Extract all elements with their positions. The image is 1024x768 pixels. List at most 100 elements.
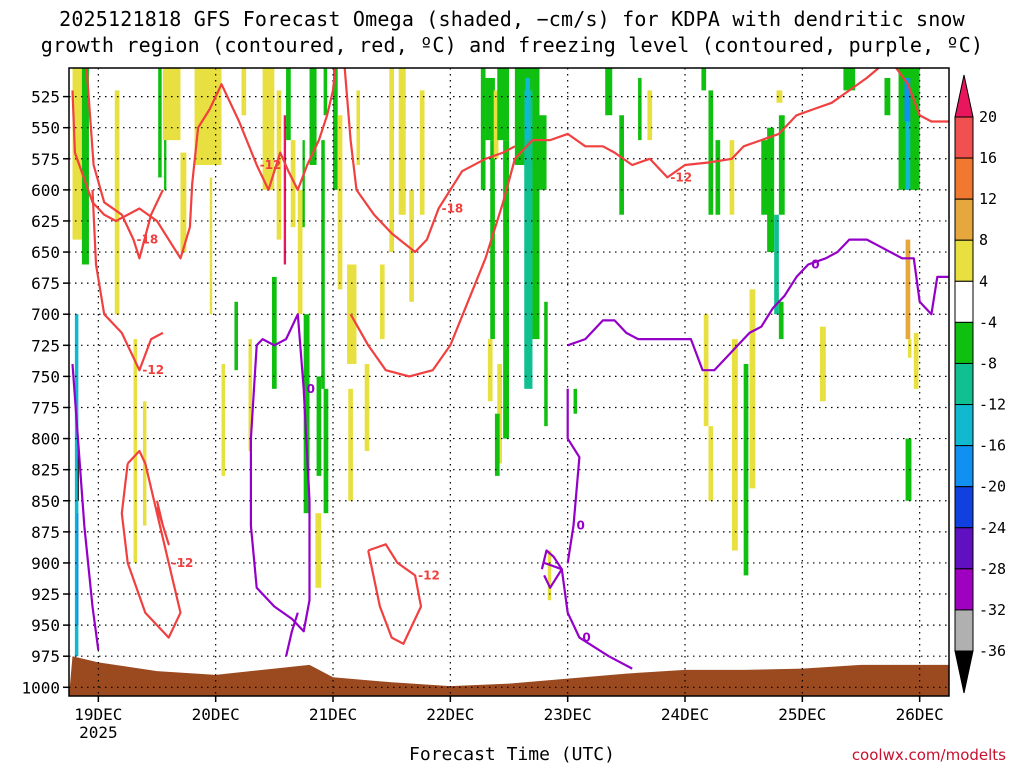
colorbar-label: -4 bbox=[979, 313, 997, 331]
x-tick-label: 20DEC bbox=[192, 705, 240, 724]
colorbar-cell bbox=[954, 527, 974, 570]
y-tick-label: 650 bbox=[31, 243, 60, 262]
colorbar-top-arrow bbox=[954, 74, 974, 118]
x-tick-year: 2025 bbox=[79, 723, 118, 742]
colorbar-label: -16 bbox=[979, 437, 1006, 455]
omega-cell bbox=[81, 68, 89, 265]
omega-cell bbox=[905, 121, 911, 190]
x-tick-label: 26DEC bbox=[896, 705, 944, 724]
omega-cell bbox=[162, 68, 181, 141]
colorbar-label: 4 bbox=[979, 272, 988, 290]
omega-cell bbox=[76, 513, 79, 626]
omega-cell bbox=[209, 177, 213, 315]
omega-cell bbox=[905, 239, 911, 340]
omega-cell bbox=[729, 140, 735, 215]
omega-cell bbox=[884, 77, 891, 116]
y-tick-label: 550 bbox=[31, 119, 60, 138]
colorbar-cell bbox=[954, 486, 974, 529]
omega-cell bbox=[321, 140, 325, 389]
y-tick-label: 925 bbox=[31, 585, 60, 604]
freezing-contour-layer: 0 0 0 0 bbox=[71, 238, 949, 670]
omega-cell bbox=[72, 68, 82, 240]
colorbar-label: -8 bbox=[979, 354, 997, 372]
omega-cell bbox=[778, 115, 785, 215]
omega-cell bbox=[180, 152, 187, 253]
dgz-contour-label: -12 bbox=[418, 568, 440, 582]
chart-title-line1: 2025121818 GFS Forecast Omega (shaded, −… bbox=[59, 7, 965, 31]
colorbar-label: 8 bbox=[979, 231, 988, 249]
omega-cell bbox=[303, 314, 310, 514]
plot-frame bbox=[68, 67, 950, 697]
omega-cell bbox=[286, 68, 291, 141]
colorbar-cell bbox=[954, 280, 974, 323]
dgz-contour bbox=[155, 500, 170, 546]
omega-cell bbox=[524, 90, 533, 389]
omega-cell bbox=[743, 363, 749, 576]
omega-cell bbox=[638, 77, 642, 141]
colorbar-cell bbox=[954, 198, 974, 241]
omega-cell bbox=[302, 140, 305, 228]
omega-cell bbox=[133, 339, 138, 563]
omega-cell bbox=[749, 289, 756, 489]
colorbar-cell bbox=[954, 404, 974, 447]
colorbar-label: -24 bbox=[979, 519, 1006, 537]
omega-cell bbox=[487, 339, 493, 402]
x-tick-label: 22DEC bbox=[426, 705, 474, 724]
x-axis-title: Forecast Time (UTC) bbox=[409, 744, 615, 765]
omega-cell bbox=[290, 140, 296, 228]
omega-cell bbox=[283, 115, 287, 265]
credit-link[interactable]: coolwx.com/modelts bbox=[851, 746, 1006, 764]
omega-cell bbox=[158, 68, 162, 178]
omega-cell bbox=[701, 68, 707, 91]
y-tick-label: 900 bbox=[31, 554, 60, 573]
y-tick-label: 725 bbox=[31, 336, 60, 355]
omega-cell bbox=[337, 115, 343, 290]
omega-cell bbox=[323, 388, 329, 514]
omega-cell bbox=[323, 68, 328, 116]
colorbar-cell bbox=[954, 568, 974, 611]
freezing-contour-label: 0 bbox=[582, 631, 590, 645]
omega-cell bbox=[532, 68, 540, 340]
omega-cell bbox=[419, 90, 425, 215]
omega-cell bbox=[379, 264, 385, 340]
x-tick-label: 24DEC bbox=[661, 705, 709, 724]
omega-cell bbox=[164, 115, 167, 190]
colorbar-cell bbox=[954, 239, 974, 282]
omega-cell bbox=[389, 68, 395, 253]
omega-cell bbox=[573, 388, 578, 414]
freezing-contour bbox=[543, 561, 633, 670]
dgz-contour-label: -12 bbox=[670, 170, 692, 184]
y-tick-label: 875 bbox=[31, 523, 60, 542]
chart-title-line2: growth region (contoured, red, ºC) and f… bbox=[40, 33, 984, 57]
dgz-contour-label: -12 bbox=[172, 556, 194, 570]
y-tick-label: 675 bbox=[31, 274, 60, 293]
omega-cell bbox=[708, 90, 714, 215]
omega-cell bbox=[241, 68, 247, 116]
freezing-contour bbox=[71, 363, 100, 651]
y-tick-label: 700 bbox=[31, 305, 60, 324]
omega-cell bbox=[503, 140, 509, 439]
dgz-contour bbox=[85, 67, 164, 260]
omega-cell bbox=[776, 90, 783, 103]
freezing-contour bbox=[540, 549, 563, 589]
omega-cell bbox=[905, 438, 912, 501]
omega-cell bbox=[544, 301, 548, 427]
freezing-contour bbox=[567, 238, 949, 372]
dgz-contour bbox=[895, 67, 949, 123]
omega-cell bbox=[525, 77, 531, 141]
colorbar-label: -32 bbox=[979, 601, 1006, 619]
y-tick-label: 525 bbox=[31, 88, 60, 107]
dgz-contour-label: -18 bbox=[137, 233, 159, 247]
x-tick-label: 25DEC bbox=[778, 705, 826, 724]
y-tick-label: 825 bbox=[31, 461, 60, 480]
omega-cell bbox=[778, 301, 784, 340]
omega-cell bbox=[364, 363, 370, 452]
y-tick-label: 975 bbox=[31, 647, 60, 666]
terrain-fill bbox=[69, 656, 949, 696]
omega-cell bbox=[398, 68, 406, 215]
y-tick-label: 750 bbox=[31, 367, 60, 386]
y-tick-label: 850 bbox=[31, 492, 60, 511]
omega-cell bbox=[297, 189, 303, 315]
